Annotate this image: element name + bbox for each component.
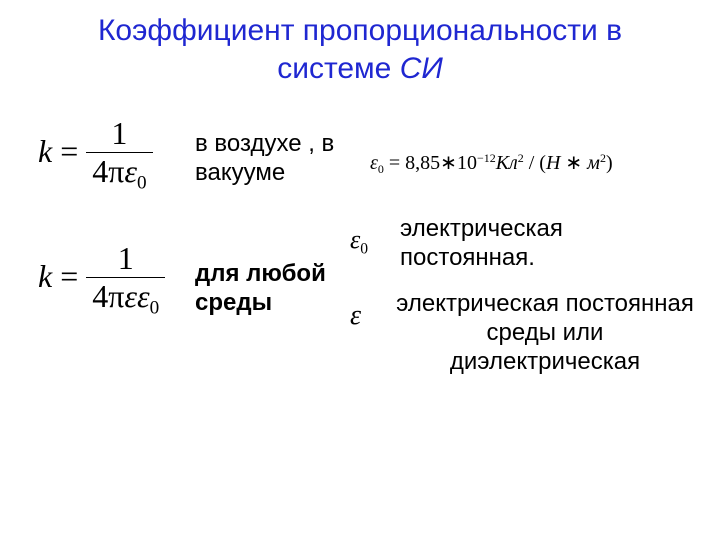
slide-title: Коэффициент пропорциональности в системе…: [0, 12, 720, 87]
numerator: 1: [86, 115, 152, 152]
den-eps2-sub: 0: [150, 298, 160, 319]
numerator: 1: [86, 240, 165, 277]
den-eps1: ε: [124, 278, 137, 314]
symbol-eps: ε: [350, 300, 361, 332]
fraction: 1 4πεε0: [86, 240, 165, 320]
eps0-coef: 8,85: [405, 152, 440, 174]
den-4pi: 4π: [92, 278, 124, 314]
den-eps: ε: [124, 153, 137, 189]
fraction: 1 4πε0: [86, 115, 152, 195]
formula-k-medium: k = 1 4πεε0: [38, 240, 165, 320]
label-air-vacuum: в воздухе , в вакууме: [195, 130, 365, 188]
denominator: 4πεε0: [86, 277, 165, 320]
eps-char: ε: [350, 300, 361, 331]
eps0-close: ): [606, 152, 613, 174]
eps0-exp: −12: [477, 151, 496, 165]
den-eps-sub: 0: [137, 173, 147, 194]
formula-k-vacuum: k = 1 4πε0: [38, 115, 153, 195]
formula-eq: =: [52, 258, 86, 294]
label-any-medium: для любой среды: [195, 260, 365, 318]
eps0-char-sub: 0: [360, 240, 368, 257]
symbol-eps0: ε0: [350, 225, 368, 258]
eps0-eq: =: [384, 152, 405, 174]
eps0-times1: ∗: [440, 152, 457, 174]
label-electric-constant: электрическая постоянная.: [400, 215, 660, 273]
formula-lhs: k: [38, 258, 52, 294]
den-eps2: ε: [137, 278, 150, 314]
eps0-slash: / (: [524, 152, 546, 174]
eps0-times2: ∗: [560, 152, 587, 174]
eps0-unit-h: H: [546, 152, 560, 174]
label-dielectric: электрическая постоянная среды или диэле…: [390, 290, 700, 376]
title-line1: Коэффициент пропорциональности в: [98, 14, 622, 47]
formula-lhs: k: [38, 133, 52, 169]
formula-eq: =: [52, 133, 86, 169]
den-4pi: 4π: [92, 153, 124, 189]
eps0-char: ε: [350, 225, 360, 254]
eps0-unit-kl: Кл: [496, 152, 518, 174]
slide: Коэффициент пропорциональности в системе…: [0, 0, 720, 540]
eps0-unit-m: м: [587, 152, 600, 174]
title-line2-prefix: системе: [277, 52, 400, 85]
formula-eps0-value: ε0 = 8,85∗10−12Кл2 / (H ∗ м2): [370, 150, 613, 177]
eps0-base: 10: [457, 152, 477, 174]
denominator: 4πε0: [86, 152, 152, 195]
eps0-sym: ε: [370, 152, 378, 174]
title-line2-italic: СИ: [400, 52, 443, 85]
